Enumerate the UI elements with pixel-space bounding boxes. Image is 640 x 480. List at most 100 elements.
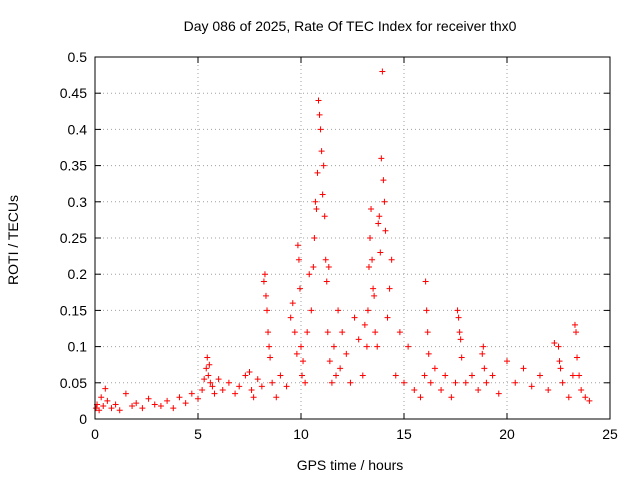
data-point	[242, 372, 249, 379]
data-point	[266, 343, 273, 350]
data-point	[335, 307, 342, 314]
data-point	[248, 387, 255, 394]
data-point	[205, 372, 212, 379]
data-point	[93, 405, 100, 412]
data-point	[475, 387, 482, 394]
data-point	[448, 394, 455, 401]
data-point	[321, 213, 328, 220]
data-point	[298, 343, 304, 350]
data-point	[96, 407, 103, 414]
data-point	[116, 407, 123, 414]
x-tick-label: 20	[499, 426, 515, 442]
data-point	[203, 365, 210, 372]
data-point	[378, 155, 385, 162]
data-point	[295, 256, 302, 263]
data-point	[536, 372, 543, 379]
data-point	[182, 400, 189, 407]
y-tick-label: 0.45	[60, 85, 87, 101]
data-point	[308, 307, 315, 314]
data-point	[317, 126, 324, 133]
data-point	[520, 365, 527, 372]
y-tick-label: 0.4	[68, 121, 88, 137]
data-point	[504, 358, 510, 365]
data-point	[411, 387, 418, 394]
data-point	[129, 402, 136, 409]
plot-frame	[94, 56, 611, 420]
data-point	[367, 235, 374, 241]
data-point	[306, 271, 313, 278]
data-point	[291, 329, 298, 336]
data-point	[294, 242, 301, 249]
data-point	[351, 314, 358, 321]
data-point	[343, 350, 350, 357]
data-point	[425, 350, 432, 357]
data-point	[299, 372, 306, 379]
data-point	[382, 227, 389, 234]
data-point	[157, 402, 164, 409]
y-tick-label: 0.5	[68, 49, 88, 65]
data-point	[557, 365, 564, 372]
y-tick-label: 0.2	[68, 266, 88, 282]
data-point	[377, 249, 384, 256]
y-tick-label: 0.25	[60, 230, 87, 246]
data-point	[302, 379, 309, 386]
data-point	[310, 263, 317, 270]
data-point	[269, 379, 276, 386]
data-point	[316, 111, 323, 118]
data-point	[195, 395, 201, 402]
data-point	[417, 394, 424, 401]
data-point	[293, 350, 300, 357]
x-tick-label: 5	[194, 426, 202, 442]
data-point	[262, 292, 269, 299]
data-point	[100, 402, 107, 409]
data-point	[364, 307, 371, 314]
data-point	[573, 329, 580, 336]
data-point	[551, 339, 558, 346]
data-point	[384, 314, 391, 321]
data-point	[559, 379, 566, 386]
data-point	[199, 387, 206, 394]
data-point	[176, 394, 183, 401]
data-point	[556, 358, 563, 365]
data-point	[318, 148, 325, 155]
data-point	[442, 372, 449, 379]
data-point	[330, 343, 337, 350]
x-tick-label: 25	[602, 426, 618, 442]
data-point	[569, 372, 576, 379]
y-axis-title: ROTI / TECUs	[5, 195, 21, 285]
data-point	[112, 401, 119, 408]
data-point	[363, 343, 370, 350]
data-point	[578, 387, 585, 394]
data-point	[324, 329, 331, 336]
data-point	[372, 329, 379, 336]
data-point	[347, 379, 354, 386]
y-tick-label: 0.3	[68, 194, 88, 210]
tick-layer: 0 5 10 15 20 25 0 0.05 0.1 0.15 0.2 0.25 0.3 0.35 0.4 0…	[60, 49, 618, 442]
y-tick-label: 0	[79, 411, 87, 427]
data-point	[261, 271, 268, 278]
chart-title: Day 086 of 2025, Rate Of TEC Index for r…	[184, 18, 517, 34]
data-point	[361, 321, 368, 328]
data-point	[456, 329, 463, 336]
data-point	[139, 405, 146, 412]
data-point	[421, 372, 428, 379]
data-point	[355, 336, 362, 343]
data-point	[319, 191, 326, 198]
data-point	[300, 358, 307, 365]
y-tick-label: 0.15	[60, 302, 87, 318]
data-point	[315, 97, 322, 104]
data-point	[232, 390, 239, 397]
data-point	[370, 285, 377, 292]
data-point	[424, 329, 431, 336]
data-point	[452, 379, 459, 386]
data-point	[457, 336, 464, 343]
data-point	[122, 390, 129, 397]
y-tick-label: 0.05	[60, 375, 87, 391]
data-point	[376, 213, 383, 220]
data-point	[495, 390, 502, 397]
data-point	[225, 379, 232, 386]
data-point	[454, 307, 461, 314]
data-point	[375, 220, 382, 227]
data-point	[145, 395, 152, 402]
